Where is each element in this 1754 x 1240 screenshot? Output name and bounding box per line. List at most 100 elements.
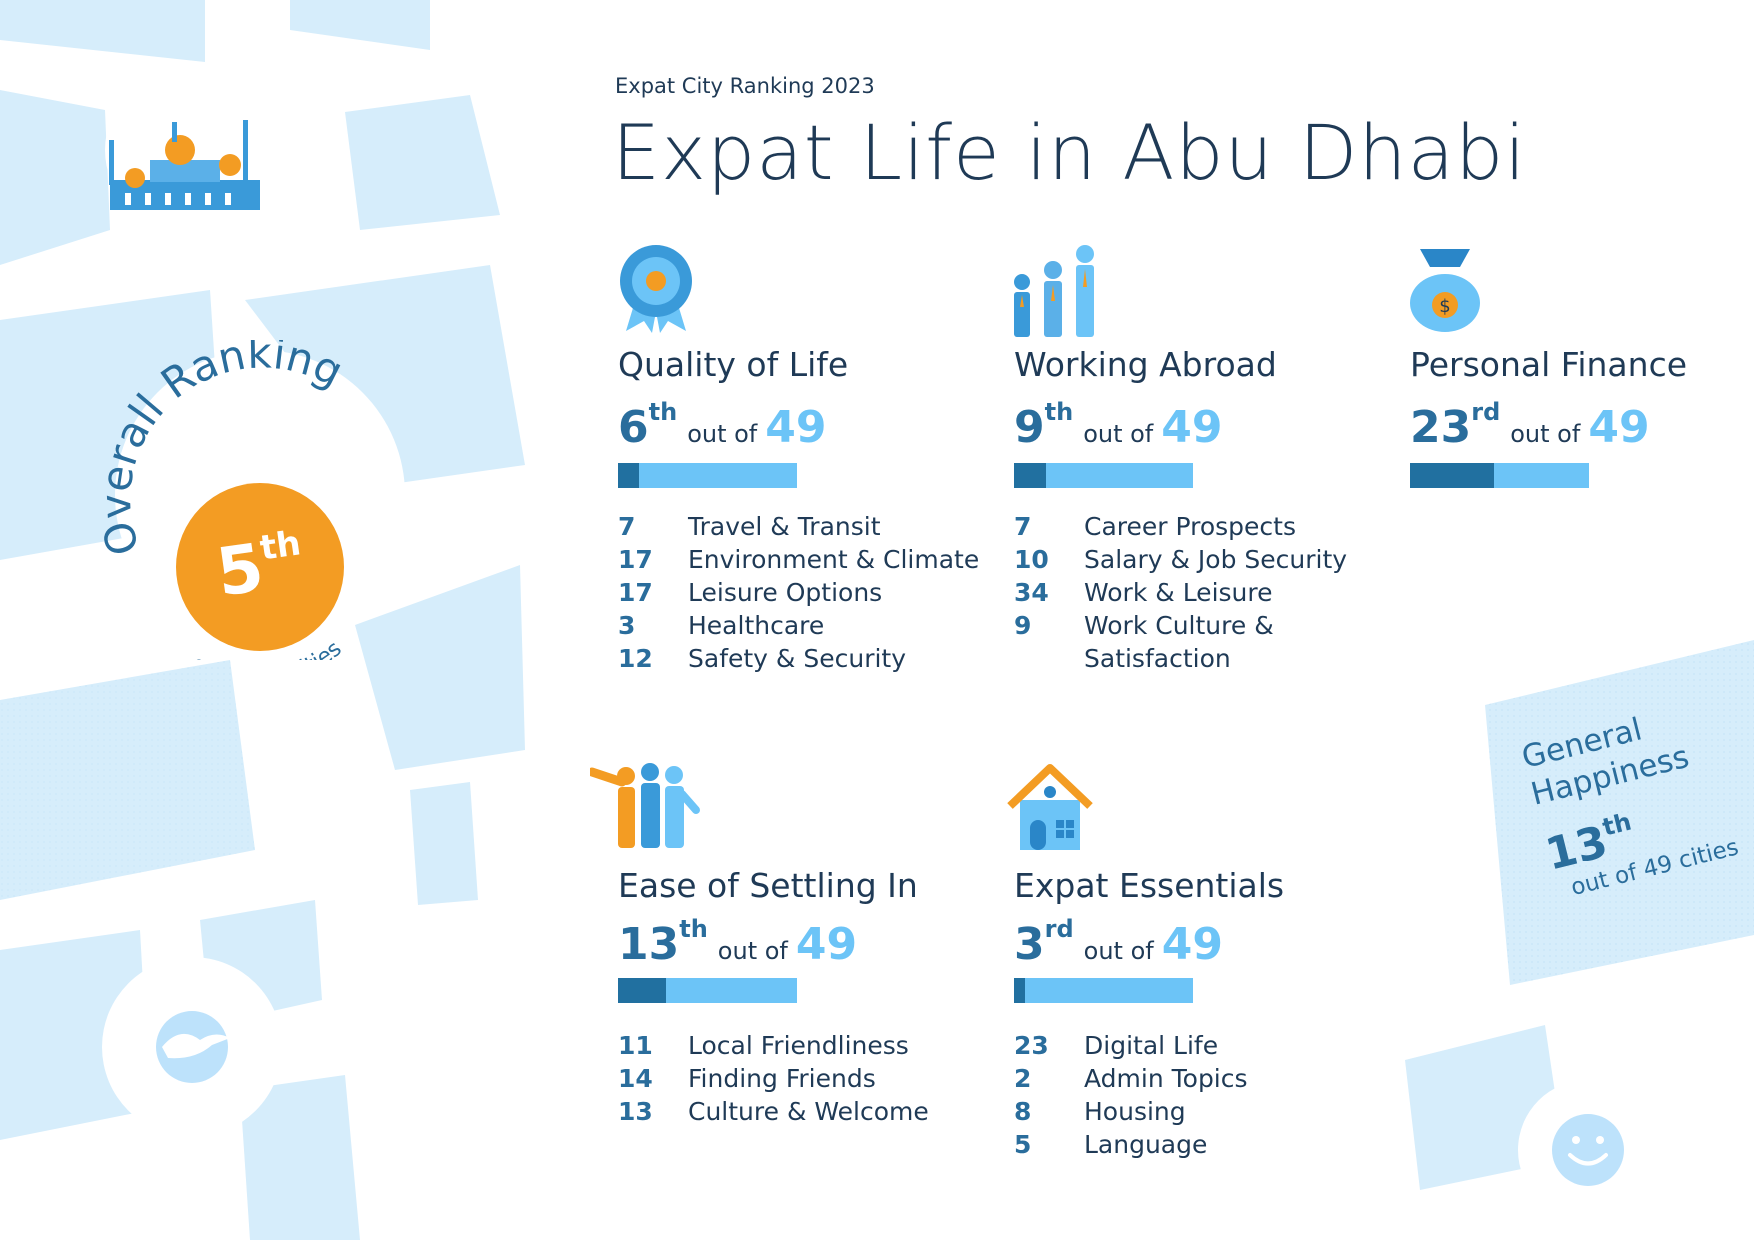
list-item-label: Career Prospects <box>1084 512 1296 541</box>
essentials-of: out of <box>1083 937 1154 965</box>
category-quality-of-life: Quality of Life 6th out of 49 7 Travel & Tr… <box>618 345 979 675</box>
quality-rank: 6 <box>618 402 649 453</box>
list-item-label: Digital Life <box>1084 1031 1219 1060</box>
mosque-icon <box>109 120 260 210</box>
essentials-total: 49 <box>1161 919 1223 970</box>
settling-progress-bar <box>618 978 797 1003</box>
quality-total: 49 <box>765 402 827 453</box>
list-item-label: Local Friendliness <box>688 1031 909 1060</box>
working-list: 7 Career Prospects 10 Salary & Job Security… <box>1014 510 1347 675</box>
list-item: 17 Leisure Options <box>618 576 979 609</box>
general-happiness-suffix: th <box>1599 807 1635 842</box>
settling-list: 11 Local Friendliness 14 Finding Friends 13 C… <box>618 1029 929 1128</box>
list-item-label: Satisfaction <box>1084 644 1231 673</box>
working-of: out of <box>1083 420 1154 448</box>
quality-progress-bar <box>618 463 797 488</box>
list-item-rank: 8 <box>1014 1097 1032 1126</box>
list-item: 8 Housing <box>1014 1095 1284 1128</box>
settling-progress-fill <box>618 978 667 1003</box>
quality-title: Quality of Life <box>618 345 849 384</box>
pretitle: Expat City Ranking 2023 <box>615 74 875 98</box>
list-item: 13 Culture & Welcome <box>618 1095 929 1128</box>
settling-rank-line: 13th out of 49 <box>618 915 929 970</box>
settling-of: out of <box>717 937 788 965</box>
overall-rank-suffix: th <box>257 522 303 569</box>
list-item: 7 Career Prospects <box>1014 510 1347 543</box>
list-item-rank: 17 <box>618 578 653 607</box>
finance-progress-bar <box>1410 463 1589 488</box>
page-title: Expat Life in Abu Dhabi <box>612 108 1527 197</box>
category-working-abroad: Working Abroad 9thout of 49 7 Career Prosp… <box>1014 345 1347 675</box>
finance-progress-fill <box>1410 463 1495 488</box>
category-expat-essentials: Expat Essentials 3rd out of 49 23 Digital L… <box>1014 866 1284 1161</box>
list-item-label: Salary & Job Security <box>1084 545 1348 574</box>
finance-total: 49 <box>1588 402 1650 453</box>
list-item-label: Environment & Climate <box>688 545 980 574</box>
finance-suffix: rd <box>1471 398 1501 426</box>
list-item-rank: 2 <box>1014 1064 1032 1093</box>
list-item-rank: 7 <box>1014 512 1032 541</box>
finance-rank-line: 23rd out of 49 <box>1410 398 1687 453</box>
working-suffix: th <box>1044 398 1074 426</box>
settling-total: 49 <box>795 919 858 970</box>
business-people-icon <box>1014 245 1094 337</box>
essentials-rank-line: 3rd out of 49 <box>1014 915 1284 970</box>
group-friends-icon <box>590 763 700 848</box>
smiley-icon <box>1552 1114 1624 1186</box>
essentials-suffix: rd <box>1044 915 1074 943</box>
list-item: 17 Environment & Climate <box>618 543 979 576</box>
money-bag-icon: $ <box>1410 249 1480 332</box>
working-rank-line: 9th out of 49 <box>1014 398 1347 453</box>
list-item-label: Work Culture & <box>1084 611 1274 640</box>
quality-list: 7 Travel & Transit 17 Environment & Climate… <box>618 510 979 675</box>
settling-suffix: th <box>679 915 708 943</box>
quality-rank-line: 6th out of 49 <box>618 398 979 453</box>
working-progress-fill <box>1014 463 1047 488</box>
list-item-rank: 10 <box>1014 545 1049 574</box>
list-item: 14 Finding Friends <box>618 1062 929 1095</box>
quality-suffix: th <box>648 398 678 426</box>
working-title: Working Abroad <box>1014 345 1277 384</box>
list-item-rank: 3 <box>618 611 636 640</box>
essentials-progress-fill <box>1014 978 1025 1003</box>
list-item: 34 Work & Leisure <box>1014 576 1347 609</box>
list-item-label: Finding Friends <box>688 1064 876 1093</box>
list-item: 9 Work Culture & <box>1014 609 1347 642</box>
category-ease-of-settling-in: Ease of Settling In 13 th out of 49 11 Local… <box>618 866 929 1128</box>
quality-progress-fill <box>618 463 640 488</box>
list-item-label: Admin Topics <box>1084 1064 1248 1093</box>
overall-rank-badge: 5th <box>176 483 344 651</box>
essentials-rank: 3 <box>1014 919 1045 970</box>
list-item: 5 Language <box>1014 1128 1284 1161</box>
list-item: 3 Healthcare <box>618 609 979 642</box>
category-personal-finance: Personal Finance 23rd out of 49 <box>1410 345 1687 488</box>
list-item-rank: 17 <box>618 545 653 574</box>
finance-of: out of <box>1510 420 1581 448</box>
list-item-label: Safety & Security <box>688 644 907 673</box>
list-item-rank: 12 <box>618 644 653 673</box>
rosette-icon <box>620 245 692 333</box>
working-rank: 9 <box>1014 402 1045 453</box>
working-progress-bar <box>1014 463 1193 488</box>
finance-title: Personal Finance <box>1410 345 1688 384</box>
essentials-list: 23 Digital Life 2 Admin Topics 8 Housing 5 Lang… <box>1014 1029 1284 1161</box>
house-icon <box>1007 764 1093 850</box>
list-item: 11 Local Friendliness <box>618 1029 929 1062</box>
list-item: 12 Safety & Security <box>618 642 979 675</box>
list-item: 7 Travel & Transit <box>618 510 979 543</box>
list-item-rank: 34 <box>1014 578 1049 607</box>
list-item-rank: 14 <box>618 1064 653 1093</box>
list-item-rank: 5 <box>1014 1130 1032 1159</box>
list-item: 2 Admin Topics <box>1014 1062 1284 1095</box>
svg-text:$: $ <box>1439 296 1450 317</box>
list-item-label: Culture & Welcome <box>688 1097 929 1126</box>
list-item-rank: 13 <box>618 1097 653 1126</box>
settling-title: Ease of Settling In <box>618 866 918 905</box>
list-item: 10 Salary & Job Security <box>1014 543 1347 576</box>
list-item-rank: 11 <box>618 1031 653 1060</box>
stork-logo-icon <box>156 1011 230 1083</box>
list-item-label: Language <box>1084 1130 1208 1159</box>
list-item-label: Healthcare <box>688 611 825 640</box>
list-item: Satisfaction <box>1014 642 1347 675</box>
list-item-label: Travel & Transit <box>688 512 881 541</box>
